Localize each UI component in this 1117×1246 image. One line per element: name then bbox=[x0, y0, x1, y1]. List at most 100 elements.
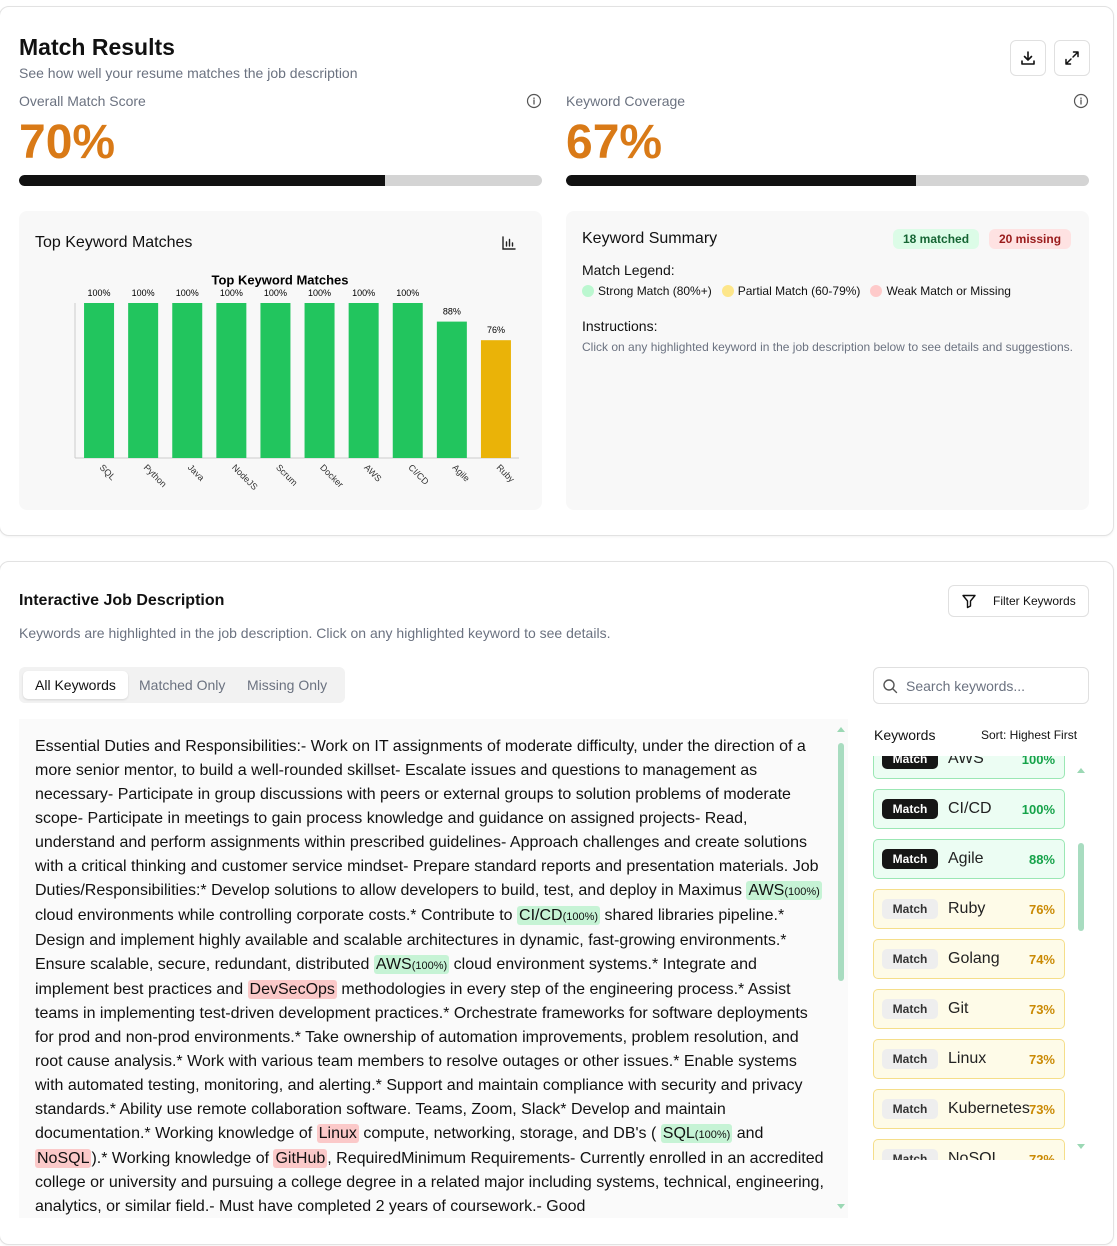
text-segment: methodologies in every step of the engin… bbox=[35, 981, 808, 1142]
keyword-highlight[interactable]: SQL(100%) bbox=[660, 1124, 733, 1143]
progress-fill bbox=[19, 175, 386, 186]
tabs: All Keywords Matched Only Missing Only bbox=[19, 667, 345, 703]
legend-swatch bbox=[870, 285, 883, 297]
keyword: CI/CD bbox=[519, 907, 563, 924]
keywords-title: Keywords bbox=[874, 727, 936, 743]
keyword-score: 73% bbox=[1028, 1002, 1055, 1017]
legend-label: Weak Match or Missing bbox=[886, 284, 1011, 298]
info-icon[interactable] bbox=[526, 93, 542, 109]
text-segment: ).* Working knowledge of bbox=[91, 1150, 274, 1167]
tab[interactable]: Missing Only bbox=[247, 677, 328, 693]
legend-item: Partial Match (60-79%) bbox=[721, 284, 861, 298]
keyword-score: (100%) bbox=[784, 886, 820, 898]
title: Match Results bbox=[19, 34, 175, 60]
keyword-highlight[interactable]: DevSecOps bbox=[247, 980, 337, 999]
x-tick-label: Python bbox=[142, 462, 169, 489]
tab[interactable]: All Keywords bbox=[23, 671, 128, 699]
value-label: 76% bbox=[487, 325, 505, 335]
bar bbox=[480, 340, 511, 458]
text-segment: cloud environments while controlling cor… bbox=[35, 907, 518, 924]
keyword-score: 76% bbox=[1028, 902, 1055, 917]
scroll-down[interactable] bbox=[1076, 1143, 1086, 1151]
keyword-score: (100%) bbox=[411, 960, 448, 972]
match-badge: Match bbox=[882, 1099, 938, 1119]
keyword: GitHub bbox=[275, 1150, 326, 1167]
x-tick-label: SQL bbox=[98, 462, 118, 482]
bar bbox=[436, 321, 467, 458]
expand-button[interactable] bbox=[1054, 40, 1090, 76]
subtitle: See how well your resume matches the job… bbox=[19, 65, 358, 81]
download-button[interactable] bbox=[1010, 40, 1046, 76]
sort-label[interactable]: Sort: Highest First bbox=[981, 728, 1078, 742]
keyword-highlight[interactable]: GitHub bbox=[273, 1149, 328, 1168]
legend-item: Weak Match or Missing bbox=[870, 284, 1011, 298]
keywords-scrollbar-thumb[interactable] bbox=[1078, 843, 1084, 931]
legend-title: Match Legend: bbox=[582, 262, 675, 278]
text-segment: , RequiredMinimum Requirements- Currentl… bbox=[35, 1150, 824, 1215]
tab[interactable]: Matched Only bbox=[139, 677, 226, 693]
bar bbox=[348, 303, 379, 458]
keyword-highlight[interactable]: CI/CD(100%) bbox=[517, 906, 601, 925]
keyword-item[interactable]: Match Kubernetes 73% bbox=[873, 1089, 1065, 1129]
keyword-item[interactable]: Match CI/CD 100% bbox=[873, 789, 1065, 829]
keyword-name: AWS bbox=[948, 756, 984, 767]
legend-label: Partial Match (60-79%) bbox=[737, 284, 861, 298]
x-tick-label: Java bbox=[186, 462, 207, 483]
job-text-viewport: Essential Duties and Responsibilities:- … bbox=[19, 719, 848, 1218]
keyword-highlight[interactable]: AWS(100%) bbox=[373, 955, 450, 974]
keyword: DevSecOps bbox=[249, 981, 335, 998]
keyword-item[interactable]: Match NoSQL 72% bbox=[873, 1139, 1065, 1160]
keyword: NoSQL bbox=[37, 1150, 90, 1167]
keyword-summary-panel bbox=[566, 211, 1089, 510]
coverage-score: 67% bbox=[566, 116, 663, 169]
coverage-label: Keyword Coverage bbox=[566, 93, 686, 109]
x-tick-label: Ruby bbox=[495, 462, 517, 484]
scroll-up[interactable] bbox=[836, 725, 846, 733]
x-tick-label: CI/CD bbox=[406, 462, 431, 487]
matched-badge: 18 matched bbox=[893, 229, 980, 249]
scroll-down[interactable] bbox=[836, 1203, 846, 1211]
bar bbox=[172, 303, 203, 458]
keyword-item[interactable]: Match AWS 100% bbox=[873, 756, 1065, 779]
info-icon[interactable] bbox=[1073, 93, 1089, 109]
keyword-score: (100%) bbox=[694, 1129, 731, 1141]
keyword-name: Linux bbox=[948, 1050, 987, 1067]
match-badge: Match bbox=[882, 1049, 938, 1069]
panel-title: Top Keyword Matches bbox=[35, 234, 193, 251]
keyword-score: (100%) bbox=[562, 911, 599, 923]
x-tick-label: AWS bbox=[362, 462, 383, 483]
keyword-item[interactable]: Match Agile 88% bbox=[873, 839, 1065, 879]
chart-icon[interactable] bbox=[501, 235, 517, 251]
bar bbox=[304, 303, 335, 458]
keyword-name: Golang bbox=[948, 950, 1000, 967]
keyword-name: Kubernetes bbox=[948, 1100, 1030, 1117]
match-badge: Match bbox=[882, 799, 938, 819]
keyword-score: 72% bbox=[1028, 1152, 1055, 1160]
value-label: 100% bbox=[132, 288, 155, 298]
filter-icon bbox=[962, 594, 976, 609]
overall-score-label: Overall Match Score bbox=[19, 93, 146, 109]
keyword-item[interactable]: Match Linux 73% bbox=[873, 1039, 1065, 1079]
text-segment: compute, networking, storage, and DB's ( bbox=[358, 1125, 661, 1142]
match-badge: Match bbox=[882, 1149, 938, 1160]
instructions-title: Instructions: bbox=[582, 318, 658, 334]
keyword-highlight[interactable]: NoSQL bbox=[35, 1149, 92, 1168]
keyword-highlight[interactable]: Linux bbox=[316, 1124, 359, 1143]
keyword-highlight[interactable]: AWS(100%) bbox=[746, 881, 822, 900]
search-box[interactable]: Search keywords... bbox=[873, 667, 1089, 704]
scrollbar-thumb[interactable] bbox=[838, 743, 844, 981]
scroll-up[interactable] bbox=[1076, 766, 1086, 774]
overall-score: 70% bbox=[19, 116, 116, 169]
bar bbox=[128, 303, 159, 458]
keyword-item[interactable]: Match Ruby 76% bbox=[873, 889, 1065, 929]
keyword-item[interactable]: Match Git 73% bbox=[873, 989, 1065, 1029]
legend-label: Strong Match (80%+) bbox=[598, 284, 712, 298]
search-placeholder: Search keywords... bbox=[906, 678, 1026, 694]
keyword-item[interactable]: Match Golang 74% bbox=[873, 939, 1065, 979]
chart-title: Top Keyword Matches bbox=[211, 272, 348, 287]
match-badge: Match bbox=[882, 849, 938, 869]
bar bbox=[392, 303, 423, 458]
filter-button[interactable]: Filter Keywords bbox=[948, 585, 1089, 617]
x-tick-label: NodeJS bbox=[230, 462, 260, 492]
